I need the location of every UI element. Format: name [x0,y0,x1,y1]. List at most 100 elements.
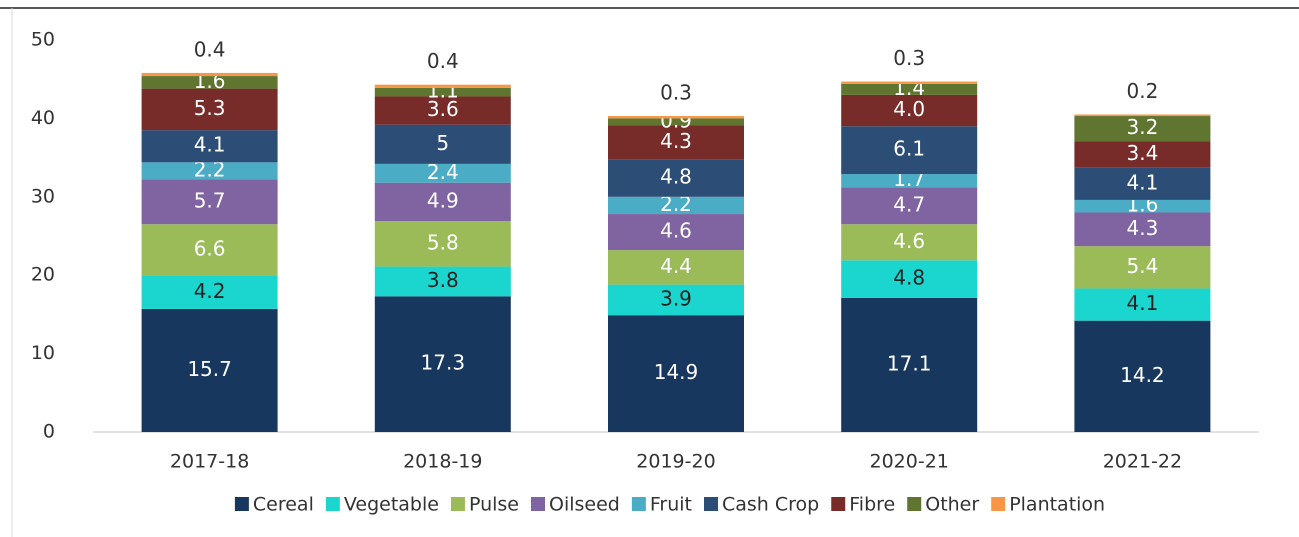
legend-label: Fibre [849,494,895,516]
bar-segment [608,214,744,251]
bar-segment [374,163,511,183]
bar-segment [141,162,278,180]
value-label: 0.9 [660,108,692,132]
value-label: 4.4 [660,254,692,278]
value-label: 1.6 [194,69,226,93]
x-tick-label: 2018-19 [403,451,482,473]
bar-segment [841,126,978,175]
legend-swatch [531,497,545,511]
value-label: 5.3 [194,96,226,120]
legend-swatch [325,497,340,511]
bar-segment [1074,320,1211,432]
bar-segment [374,221,511,267]
value-label: 0.4 [194,37,226,61]
bar-segment [608,118,744,126]
value-label: 3.4 [1126,141,1158,165]
value-label: 6.1 [893,137,925,161]
bar-segment [841,297,978,432]
legend-label: Oilseed [549,494,620,516]
x-tick-label: 2021-22 [1103,451,1182,473]
legend-swatch [831,497,846,511]
y-tick-label: 40 [31,107,55,129]
bar-segment [141,130,278,163]
bar-segment [374,87,511,97]
value-label: 14.9 [654,360,699,384]
legend-label: Plantation [1009,494,1105,516]
value-label: 3.9 [660,286,692,310]
value-label: 0.3 [660,81,692,105]
bar-segment [1074,288,1211,321]
bar-segment [374,296,511,432]
value-label: 3.2 [1126,115,1158,139]
bar-segment [841,81,978,84]
value-label: 4.9 [427,188,459,212]
bar-segment [1074,199,1211,213]
value-label: 0.4 [427,49,459,73]
bar-segment [608,315,744,432]
value-label: 5.7 [194,188,226,212]
value-label: 17.3 [421,351,466,375]
value-label: 4.1 [194,133,226,157]
bar-segment [1074,167,1211,200]
value-label: 4.0 [893,97,925,121]
legend-label: Pulse [469,494,519,516]
value-label: 4.2 [194,279,226,303]
legend-swatch [907,497,922,511]
bar-segment [841,187,978,225]
legend-label: Cash Crop [722,494,819,516]
value-label: 4.3 [660,129,692,153]
legend-swatch [450,497,465,511]
legend-swatch [234,497,249,511]
legend-label: Fruit [650,494,692,516]
bar-segment [374,96,511,125]
value-label: 1.4 [893,76,925,100]
bar-segment [374,124,511,164]
bar-segment [141,72,278,77]
bar-segment [608,196,744,215]
bar-segment [374,266,511,297]
value-label: 5.4 [1126,254,1158,278]
bar-segment [141,275,278,309]
value-label: 4.1 [1126,291,1158,315]
legend-label: Vegetable [344,494,439,516]
bar-segment [608,116,744,119]
bar-segment [841,260,978,298]
bar-segment [1074,141,1211,168]
bar-segment [1074,116,1211,142]
legend-label: Cereal [253,494,314,516]
value-label: 4.3 [1126,216,1158,240]
y-tick-label: 10 [31,342,55,364]
value-label: 3.6 [427,97,459,121]
bar-segment [841,94,978,127]
legend-label: Other [925,494,979,516]
bar-segment [608,284,744,316]
value-label: 15.7 [187,357,232,381]
bar-segment [141,88,278,131]
y-tick-label: 50 [31,29,55,51]
bar-segment [141,76,278,89]
bar-segment [141,224,278,276]
value-label: 5 [436,131,449,155]
value-label: 0.3 [893,46,925,70]
value-label: 5.8 [427,230,459,254]
value-label: 4.6 [660,219,692,243]
bar-segment [841,174,978,188]
value-label: 0.2 [1126,79,1158,103]
x-tick-label: 2020-21 [870,451,949,473]
bar-segment [141,308,278,432]
legend-swatch [704,497,718,511]
value-label: 4.1 [1126,170,1158,194]
bar-segment [608,159,744,197]
value-label: 4.6 [893,229,925,253]
value-label: 4.8 [893,266,925,290]
y-tick-label: 0 [43,421,55,443]
bar-segment [1074,212,1211,247]
bar-segment [1074,114,1211,117]
value-label: 6.6 [194,237,226,261]
value-label: 14.2 [1120,363,1165,387]
value-label: 4.7 [893,192,925,216]
bar-segment [374,84,511,88]
value-label: 3.8 [427,268,459,292]
legend-swatch [631,497,646,511]
